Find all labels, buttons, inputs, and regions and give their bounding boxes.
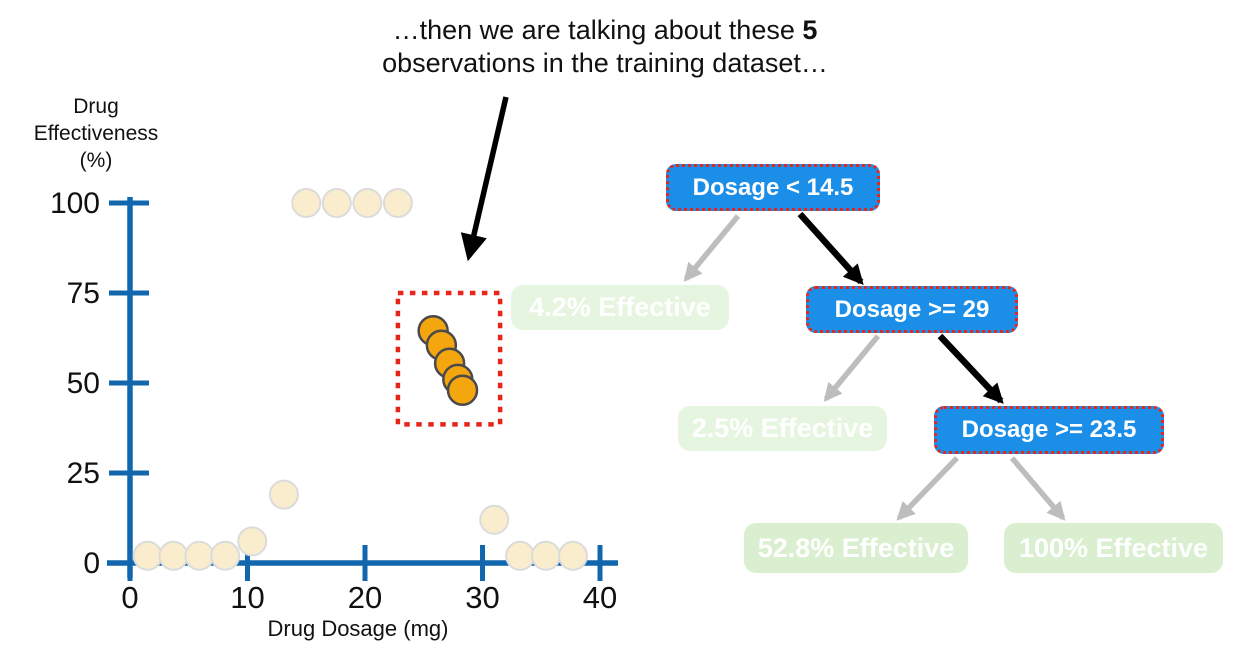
caption: …then we are talking about these 5 obser… <box>300 14 910 80</box>
data-point-faded <box>479 504 510 535</box>
tree-edge-not-taken <box>896 456 959 521</box>
tree-edge-taken <box>937 333 1004 404</box>
decision-node-root-label: Dosage < 14.5 <box>692 173 854 201</box>
y-axis-title: Drug Effectiveness (%) <box>33 95 159 172</box>
x-tick-label: 30 <box>465 580 499 615</box>
x-axis-title: Drug Dosage (mg) <box>267 616 449 641</box>
y-tick-label: 50 <box>67 367 100 400</box>
tree-edge-taken <box>797 211 864 285</box>
data-point-faded <box>530 540 561 571</box>
data-point-faded <box>505 540 536 571</box>
leaf-100-percent-effective: 100% Effective <box>1004 523 1223 573</box>
data-point-faded <box>184 540 215 571</box>
highlight-box <box>395 290 503 427</box>
data-point-faded <box>268 479 299 510</box>
data-point-highlighted <box>446 374 479 406</box>
x-tick-label: 40 <box>583 580 617 615</box>
decision-node-root: Dosage < 14.5 <box>666 164 880 211</box>
data-point-faded <box>557 540 588 571</box>
data-point-faded <box>321 188 352 218</box>
decision-node-dosage-ge-29: Dosage >= 29 <box>806 286 1018 333</box>
decision-node-dosage-ge-23-5: Dosage >= 23.5 <box>934 406 1164 454</box>
leaf-52-8-percent-effective: 52.8% Effective <box>744 523 968 573</box>
tree-edge-not-taken <box>823 334 881 402</box>
caption-line1: …then we are talking about these <box>392 15 803 45</box>
annotation-arrow <box>460 96 509 262</box>
decision-node-dosage-ge-23-5-label: Dosage >= 23.5 <box>961 416 1137 443</box>
y-tick-label: 100 <box>50 187 100 220</box>
leaf-4-2-percent-label: 4.2% Effective <box>529 292 711 322</box>
leaf-52-8-percent-label: 52.8% Effective <box>757 532 955 563</box>
data-point-faded <box>291 188 322 218</box>
decision-node-dosage-ge-29-label: Dosage >= 29 <box>834 295 990 323</box>
x-tick-label: 10 <box>230 580 264 615</box>
data-point-faded <box>210 540 241 571</box>
leaf-2-5-percent-effective: 2.5% Effective <box>678 406 887 451</box>
x-tick-label: 20 <box>348 580 382 615</box>
data-point-faded <box>158 540 189 571</box>
leaf-2-5-percent-label: 2.5% Effective <box>691 413 874 443</box>
data-point-faded <box>382 188 413 218</box>
tree-edge-not-taken <box>1009 456 1066 521</box>
leaf-4-2-percent-effective: 4.2% Effective <box>511 285 729 330</box>
caption-bold-count: 5 <box>802 15 818 45</box>
caption-line2: observations in the training dataset… <box>382 47 828 78</box>
data-point-faded <box>132 540 163 571</box>
y-tick-label: 25 <box>67 457 100 490</box>
data-point-faded <box>237 526 268 557</box>
tree-edge-not-taken <box>683 214 741 282</box>
y-tick-label: 75 <box>67 277 100 310</box>
data-point-faded <box>352 188 383 218</box>
y-tick-label: 0 <box>83 547 100 580</box>
x-tick-label: 0 <box>121 580 138 615</box>
leaf-100-percent-label: 100% Effective <box>1018 532 1209 563</box>
